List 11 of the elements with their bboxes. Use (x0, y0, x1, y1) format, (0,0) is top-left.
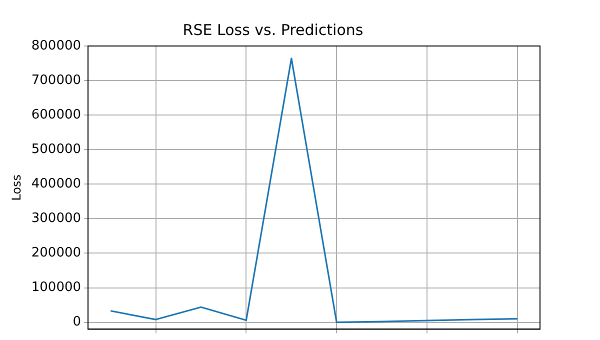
chart-title: RSE Loss vs. Predictions (182, 20, 364, 39)
y-tick-label: 100000 (31, 280, 82, 296)
y-tick-label: 600000 (31, 107, 82, 122)
y-tick-label: 300000 (31, 211, 82, 226)
y-tick-label: 200000 (31, 246, 82, 261)
y-tick-label: 400000 (31, 176, 82, 192)
y-tick-label: 700000 (31, 72, 82, 88)
y-tick-label: 800000 (31, 38, 82, 54)
y-axis-title: Loss (9, 174, 24, 201)
y-tick-label: 500000 (31, 142, 82, 157)
y-tick-label: 0 (72, 314, 82, 330)
